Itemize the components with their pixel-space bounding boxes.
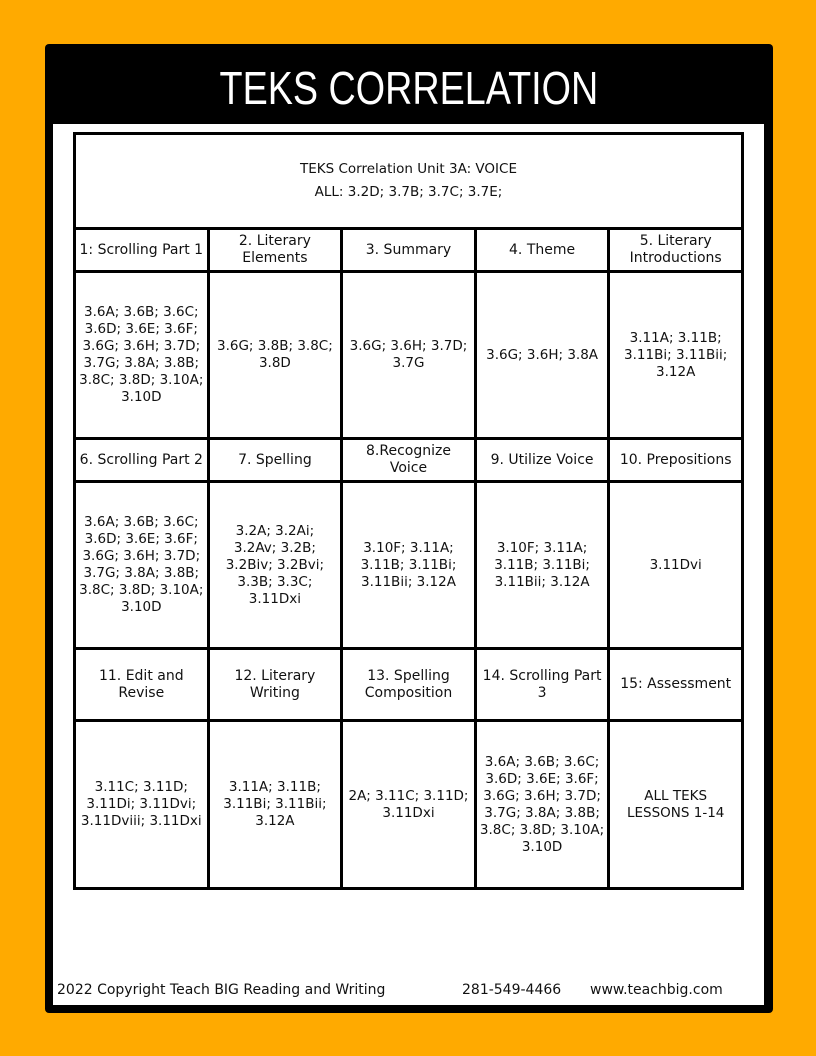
teks-cell: 3.6G; 3.6H; 3.8A	[473, 270, 611, 440]
teks-table: TEKS Correlation Unit 3A: VOICE ALL: 3.2…	[73, 132, 744, 890]
lesson-title-cell: 4. Theme	[473, 227, 611, 273]
lesson-title-cell: 10. Prepositions	[607, 437, 744, 483]
lesson-title-cell: 12. Literary Writing	[206, 647, 344, 722]
teks-cell: 3.6A; 3.6B; 3.6C; 3.6D; 3.6E; 3.6F; 3.6G…	[73, 270, 210, 440]
lesson-title-cell: 2. Literary Elements	[206, 227, 344, 273]
lesson-title-cell: 13. Spelling Composition	[340, 647, 477, 722]
lesson-title-cell: 3. Summary	[340, 227, 477, 273]
teks-cell: 3.11Dvi	[607, 480, 744, 650]
lesson-title-cell: 5. Literary Introductions	[607, 227, 744, 273]
teks-row: 3.11C; 3.11D; 3.11Di; 3.11Dvi; 3.11Dviii…	[73, 719, 744, 890]
teks-row: 3.6A; 3.6B; 3.6C; 3.6D; 3.6E; 3.6F; 3.6G…	[73, 270, 744, 440]
lesson-title-cell: 1: Scrolling Part 1	[73, 227, 210, 273]
page-title: TEKS CORRELATION	[219, 62, 598, 114]
table-heading: TEKS Correlation Unit 3A: VOICE	[300, 161, 517, 177]
lesson-title-cell: 6. Scrolling Part 2	[73, 437, 210, 483]
title-banner: TEKS CORRELATION	[53, 52, 764, 124]
teks-cell: 3.6G; 3.6H; 3.7D; 3.7G	[340, 270, 477, 440]
teks-cell: 3.11C; 3.11D; 3.11Di; 3.11Dvi; 3.11Dviii…	[73, 719, 210, 890]
all-teks-line: ALL: 3.2D; 3.7B; 3.7C; 3.7E;	[314, 184, 503, 200]
lesson-title-cell: 9. Utilize Voice	[473, 437, 611, 483]
lesson-row: 11. Edit and Revise 12. Literary Writing 1…	[73, 647, 744, 722]
lesson-row: 6. Scrolling Part 2 7. Spelling 8.Recogniz…	[73, 437, 744, 483]
lesson-title-cell: 7. Spelling	[206, 437, 344, 483]
teks-cell: ALL TEKS LESSONS 1-14	[607, 719, 744, 890]
footer-copyright: 2022 Copyright Teach BIG Reading and Wri…	[57, 982, 386, 998]
teks-cell: 3.6A; 3.6B; 3.6C; 3.6D; 3.6E; 3.6F; 3.6G…	[473, 719, 611, 890]
lesson-row: 1: Scrolling Part 1 2. Literary Elements 3…	[73, 227, 744, 273]
lesson-title-cell: 15: Assessment	[607, 647, 744, 722]
lesson-title-cell: 11. Edit and Revise	[73, 647, 210, 722]
teks-cell: 2A; 3.11C; 3.11D; 3.11Dxi	[340, 719, 477, 890]
teks-row: 3.6A; 3.6B; 3.6C; 3.6D; 3.6E; 3.6F; 3.6G…	[73, 480, 744, 650]
footer-phone: 281-549-4466	[462, 982, 562, 998]
lesson-title-cell: 14. Scrolling Part 3	[473, 647, 611, 722]
teks-cell: 3.6G; 3.8B; 3.8C; 3.8D	[206, 270, 344, 440]
teks-cell: 3.2A; 3.2Ai; 3.2Av; 3.2B; 3.2Biv; 3.2Bvi…	[206, 480, 344, 650]
lesson-title-cell: 8.Recognize Voice	[340, 437, 477, 483]
teks-cell: 3.11A; 3.11B; 3.11Bi; 3.11Bii; 3.12A	[206, 719, 344, 890]
teks-cell: 3.10F; 3.11A; 3.11B; 3.11Bi; 3.11Bii; 3.…	[473, 480, 611, 650]
footer-website: www.teachbig.com	[590, 982, 723, 998]
document-page: TEKS CORRELATION TEKS Correlation Unit 3…	[53, 52, 764, 1005]
teks-cell: 3.10F; 3.11A; 3.11B; 3.11Bi; 3.11Bii; 3.…	[340, 480, 477, 650]
teks-cell: 3.11A; 3.11B; 3.11Bi; 3.11Bii; 3.12A	[607, 270, 744, 440]
table-heading-cell: TEKS Correlation Unit 3A: VOICE ALL: 3.2…	[73, 132, 744, 230]
teks-cell: 3.6A; 3.6B; 3.6C; 3.6D; 3.6E; 3.6F; 3.6G…	[73, 480, 210, 650]
